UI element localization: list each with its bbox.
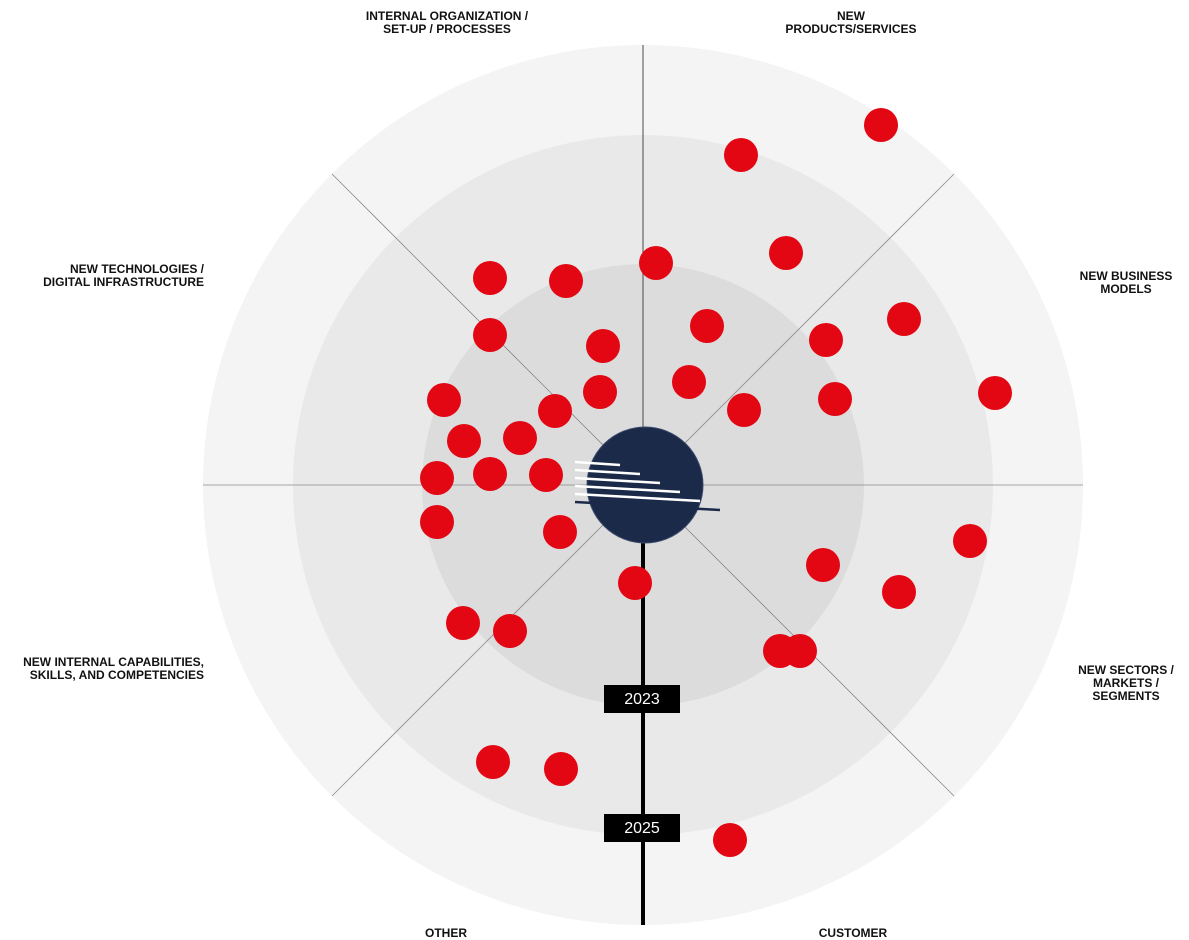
dot bbox=[473, 457, 507, 491]
sector-label: DIGITAL INFRASTRUCTURE bbox=[43, 275, 204, 289]
ring-label-bg bbox=[604, 814, 680, 842]
sector-label: SET-UP / PROCESSES bbox=[383, 22, 511, 36]
dot bbox=[887, 302, 921, 336]
dot bbox=[549, 264, 583, 298]
logo-line bbox=[574, 468, 641, 476]
logo-line bbox=[574, 460, 621, 467]
dot bbox=[724, 138, 758, 172]
sector-labels: INTERNAL ORGANIZATION /SET-UP / PROCESSE… bbox=[23, 9, 1174, 940]
sector-label: NEW TECHNOLOGIES / bbox=[70, 262, 205, 276]
dot bbox=[818, 382, 852, 416]
dot bbox=[473, 261, 507, 295]
logo-line bbox=[574, 492, 701, 503]
dot bbox=[473, 318, 507, 352]
dot bbox=[806, 548, 840, 582]
sector-label: NEW bbox=[837, 9, 866, 23]
dot bbox=[420, 461, 454, 495]
logo-lines bbox=[574, 460, 721, 512]
sector-label: INTERNAL ORGANIZATION / bbox=[366, 9, 529, 23]
dot bbox=[713, 823, 747, 857]
dot bbox=[769, 236, 803, 270]
dot bbox=[978, 376, 1012, 410]
sector-label: NEW INTERNAL CAPABILITIES, bbox=[23, 655, 204, 669]
sector-label: MARKETS / bbox=[1093, 676, 1160, 690]
sector-label: PRODUCTS/SERVICES bbox=[785, 22, 916, 36]
sector-label: CUSTOMER bbox=[819, 926, 888, 940]
dot bbox=[476, 745, 510, 779]
sector-label: OTHER bbox=[425, 926, 467, 940]
dot bbox=[618, 566, 652, 600]
dot bbox=[544, 752, 578, 786]
dot bbox=[538, 394, 572, 428]
dot bbox=[583, 375, 617, 409]
ring-label: 2023 bbox=[624, 691, 660, 708]
logo-disc bbox=[586, 426, 704, 544]
dot bbox=[882, 575, 916, 609]
dot bbox=[543, 515, 577, 549]
ring-label: 2025 bbox=[624, 820, 660, 837]
sector-label: NEW SECTORS / bbox=[1078, 663, 1174, 677]
ring-label-bg bbox=[604, 685, 680, 713]
dot bbox=[953, 524, 987, 558]
dot bbox=[727, 393, 761, 427]
dots bbox=[420, 108, 1012, 857]
dot bbox=[446, 606, 480, 640]
dot bbox=[809, 323, 843, 357]
logo-line bbox=[574, 500, 721, 512]
sector-label: SKILLS, AND COMPETENCIES bbox=[30, 668, 204, 682]
dot bbox=[864, 108, 898, 142]
sector-label: NEW BUSINESS bbox=[1080, 269, 1173, 283]
sector-label: SEGMENTS bbox=[1092, 689, 1159, 703]
dot bbox=[493, 614, 527, 648]
logo bbox=[574, 426, 721, 544]
dot bbox=[420, 505, 454, 539]
dot bbox=[586, 329, 620, 363]
dot bbox=[503, 421, 537, 455]
dot bbox=[672, 365, 706, 399]
sector-label: MODELS bbox=[1100, 282, 1151, 296]
dot bbox=[783, 634, 817, 668]
dot bbox=[690, 309, 724, 343]
dot bbox=[427, 383, 461, 417]
dot bbox=[639, 246, 673, 280]
logo-line bbox=[574, 484, 681, 494]
dot bbox=[447, 424, 481, 458]
dot bbox=[529, 458, 563, 492]
logo-line bbox=[574, 476, 661, 485]
